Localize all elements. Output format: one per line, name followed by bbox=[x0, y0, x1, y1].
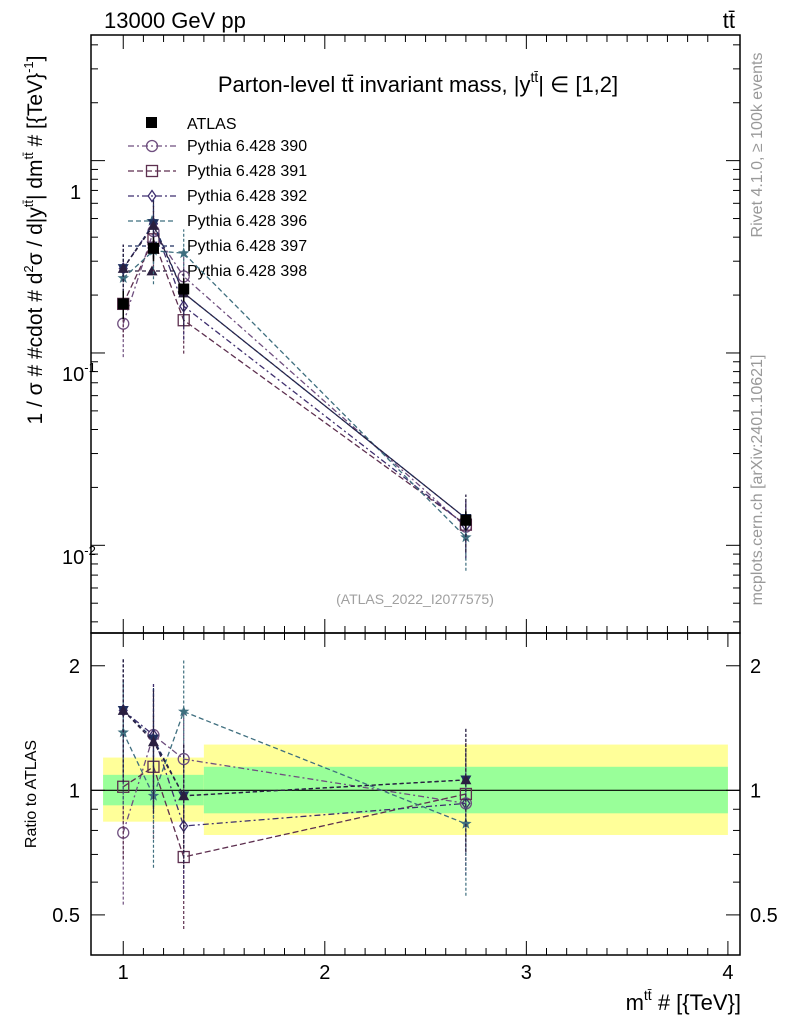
ylabel-part-b: σ / d|y bbox=[24, 207, 47, 266]
series-point bbox=[117, 262, 129, 273]
series-line bbox=[122, 222, 467, 519]
legend-series: Pythia 6.428 390 Pythia 6.428 391 Pythia 6… bbox=[128, 138, 307, 280]
ratio-tick-labels: 0.5 0.5 1 1 2 2 1 2 3 4 bbox=[52, 656, 778, 984]
xlabel-main: m bbox=[626, 990, 644, 1015]
xtick-label: 4 bbox=[722, 962, 733, 984]
legend-entry: Pythia 6.428 392 bbox=[128, 188, 307, 205]
ratio-series-line bbox=[122, 710, 467, 825]
ratio-point bbox=[460, 817, 472, 829]
ratio-ytick-label-right: 0.5 bbox=[750, 905, 778, 927]
ratio-ytick-label-left: 1 bbox=[69, 780, 80, 802]
ratio-point bbox=[460, 774, 472, 785]
atlas-point bbox=[460, 514, 472, 526]
legend-marker bbox=[147, 189, 157, 203]
ytick-label-1: 1 bbox=[70, 182, 81, 204]
xtick-label: 3 bbox=[521, 962, 532, 984]
rivet-label: Rivet 4.1.0, ≥ 100k events bbox=[749, 53, 766, 238]
ylabel-sup-2: 2 bbox=[21, 265, 36, 272]
legend-label: Pythia 6.428 392 bbox=[187, 188, 307, 205]
ratio-series-line bbox=[122, 734, 467, 833]
ratio-point bbox=[147, 736, 159, 747]
ratio-series-line bbox=[122, 709, 466, 827]
series-point bbox=[178, 247, 190, 259]
ratio-series-line bbox=[122, 709, 466, 797]
legend-marker bbox=[146, 265, 158, 276]
atlas-point bbox=[117, 298, 129, 310]
ratio-point bbox=[177, 752, 190, 766]
ylabel-part-d: # [{TeV} bbox=[24, 73, 47, 152]
legend-entry: Pythia 6.428 390 bbox=[128, 138, 307, 155]
legend-label: Pythia 6.428 397 bbox=[187, 238, 307, 255]
title-sup: tt̄ bbox=[530, 69, 538, 85]
atlas-point bbox=[178, 283, 190, 295]
atlas-point bbox=[147, 242, 159, 254]
ylabel-sup-tt1: tt̄ bbox=[21, 200, 36, 208]
legend-marker bbox=[145, 164, 159, 178]
ratio-ytick-label-right: 2 bbox=[750, 656, 761, 678]
series-line bbox=[122, 229, 467, 528]
ytick-label-1e-2: 10-2 bbox=[62, 543, 96, 569]
ratio-point bbox=[178, 705, 190, 717]
ylabel-sup-minus1: -1 bbox=[21, 61, 36, 73]
series-line bbox=[122, 222, 467, 526]
title-rest: | ∈ [1,2] bbox=[538, 72, 618, 97]
ylabel-part-c: | dm bbox=[24, 160, 47, 200]
xlabel-sup: tt̄ bbox=[644, 987, 652, 1003]
series-point bbox=[179, 299, 189, 313]
legend-label: Pythia 6.428 398 bbox=[187, 263, 307, 280]
ylabel-part-e: ] bbox=[24, 56, 47, 62]
main-series bbox=[117, 199, 473, 571]
ratio-panel-frame bbox=[90, 632, 741, 956]
series-line bbox=[122, 250, 467, 538]
ratio-point bbox=[178, 790, 190, 801]
process-label: tt̄ bbox=[723, 8, 735, 33]
ratio-ytick-label-left: 2 bbox=[69, 656, 80, 678]
legend-label: Pythia 6.428 390 bbox=[187, 138, 307, 155]
main-ylabel: 1 / σ # #cdot # d2σ / d|ytt̄| dmtt̄ # [{… bbox=[21, 56, 47, 425]
legend-entry: Pythia 6.428 398 bbox=[128, 263, 307, 280]
legend-entry: Pythia 6.428 391 bbox=[128, 163, 307, 180]
ratio-ytick-label-left: 0.5 bbox=[52, 905, 80, 927]
series-point bbox=[147, 219, 159, 230]
legend-label: Pythia 6.428 391 bbox=[187, 163, 307, 180]
ratio-bands bbox=[91, 744, 740, 835]
ratio-point bbox=[117, 704, 129, 715]
main-data-points bbox=[117, 237, 472, 531]
ratio-ticks bbox=[91, 633, 740, 956]
energy-label: 13000 GeV pp bbox=[104, 8, 246, 33]
ratio-ylabel: Ratio to ATLAS bbox=[23, 740, 40, 848]
xtick-label: 2 bbox=[319, 962, 330, 984]
analysis-watermark: (ATLAS_2022_I2077575) bbox=[336, 591, 494, 607]
mcplots-label: mcplots.cern.ch [arXiv:2401.10621] bbox=[749, 355, 766, 606]
ytick-label-1e-1: 10-1 bbox=[62, 360, 96, 386]
legend-marker bbox=[145, 139, 159, 153]
series-point bbox=[117, 272, 129, 283]
ratio-series bbox=[117, 659, 473, 929]
main-ticks bbox=[91, 35, 740, 633]
legend-label: Pythia 6.428 396 bbox=[187, 213, 307, 230]
main-title: Parton-level tt̄ invariant mass, |ytt̄| … bbox=[218, 69, 618, 97]
ratio-series-Pythia-6428-398 bbox=[117, 659, 472, 868]
title-main: Parton-level tt̄ invariant mass, |y bbox=[218, 72, 531, 97]
legend-marker-atlas bbox=[146, 117, 157, 128]
ylabel-sup-tt2: tt̄ bbox=[21, 152, 36, 160]
xlabel-rest: # [{TeV}] bbox=[652, 990, 741, 1015]
legend-label-atlas: ATLAS bbox=[187, 116, 237, 133]
series-Pythia-6428-390 bbox=[117, 207, 473, 561]
xtick-label: 1 bbox=[118, 962, 129, 984]
ylabel-part-a: 1 / σ # #cdot # d bbox=[24, 273, 47, 425]
xlabel: mtt̄ # [{TeV}] bbox=[626, 987, 741, 1015]
ratio-series-line bbox=[122, 765, 467, 858]
ratio-ytick-label-right: 1 bbox=[750, 780, 761, 802]
